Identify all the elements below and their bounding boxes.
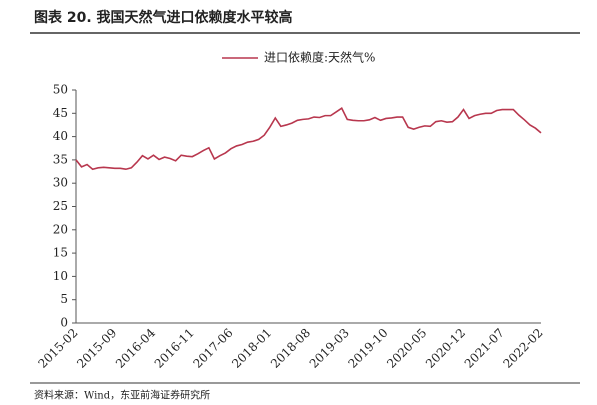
x-tick-label: 2017-06 <box>190 326 235 371</box>
x-tick-label: 2019-10 <box>345 326 390 371</box>
x-tick-label: 2018-01 <box>229 326 274 371</box>
y-tick-label: 30 <box>53 176 68 190</box>
y-tick-label: 10 <box>53 269 68 283</box>
y-tick-label: 50 <box>53 83 68 97</box>
y-tick-label: 40 <box>53 129 68 143</box>
y-tick-label: 5 <box>60 292 68 306</box>
y-tick-label: 45 <box>53 106 68 120</box>
x-tick-label: 2022-02 <box>500 326 545 371</box>
y-tick-label: 25 <box>53 199 68 213</box>
x-tick-label: 2018-08 <box>268 326 313 371</box>
y-tick-label: 15 <box>53 246 68 260</box>
x-tick-label: 2020-12 <box>423 326 468 371</box>
x-tick-label: 2016-11 <box>152 326 197 371</box>
y-tick-label: 0 <box>60 316 68 330</box>
chart-title: 图表 20. 我国天然气进口依赖度水平较高 <box>34 9 293 26</box>
x-tick-label: 2015-09 <box>74 326 119 371</box>
data-line <box>75 106 542 171</box>
source: 资料来源：Wind，东亚前海证券研究所 <box>34 389 210 402</box>
x-tick-label: 2015-02 <box>35 326 80 371</box>
x-tick-label: 2019-03 <box>307 326 352 371</box>
y-tick-label: 20 <box>53 222 68 236</box>
x-tick-label: 2021-07 <box>462 326 507 371</box>
legend-label: 进口依赖度:天然气% <box>264 50 375 65</box>
y-tick-label: 35 <box>53 152 68 166</box>
x-tick-label: 2016-04 <box>113 325 158 370</box>
x-tick-label: 2020-05 <box>384 326 429 371</box>
